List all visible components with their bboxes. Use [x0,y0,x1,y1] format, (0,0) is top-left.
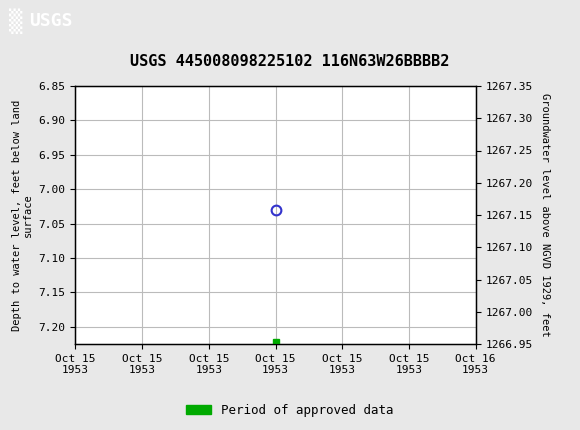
Text: USGS: USGS [29,12,72,31]
Text: USGS 445008098225102 116N63W26BBBB2: USGS 445008098225102 116N63W26BBBB2 [130,54,450,69]
Text: ▒: ▒ [9,9,22,34]
Legend: Period of approved data: Period of approved data [181,399,399,421]
Y-axis label: Groundwater level above NGVD 1929, feet: Groundwater level above NGVD 1929, feet [539,93,549,337]
Y-axis label: Depth to water level, feet below land
surface: Depth to water level, feet below land su… [12,99,33,331]
